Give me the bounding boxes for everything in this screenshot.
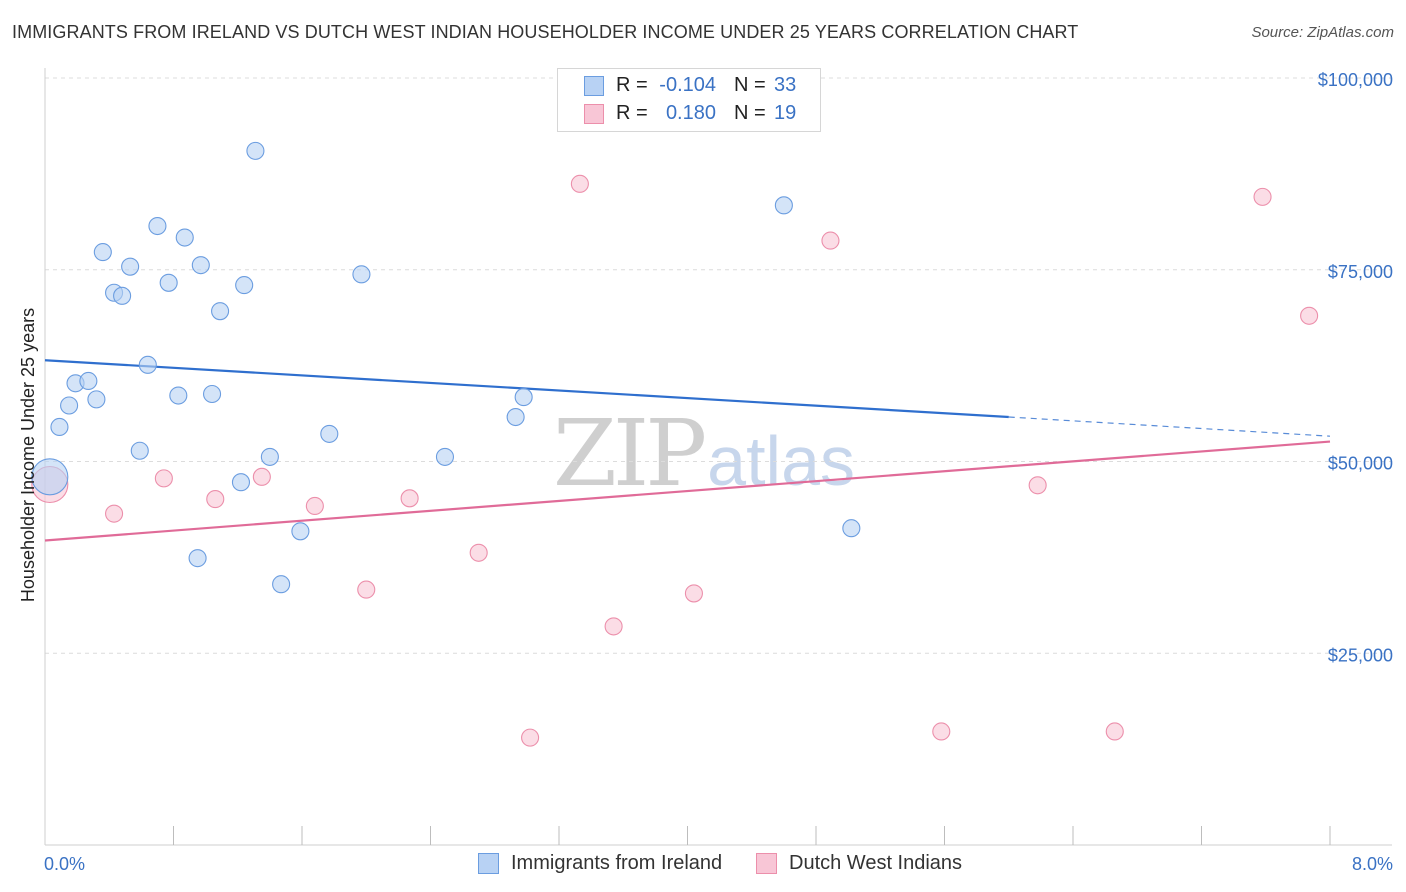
point-ireland — [774, 196, 793, 215]
point-dutch-west-indians — [154, 469, 173, 488]
bottom-legend-swatch-dutch-west-indians — [756, 853, 777, 874]
point-dutch-west-indians — [570, 174, 589, 193]
chart-title: IMMIGRANTS FROM IRELAND VS DUTCH WEST IN… — [12, 22, 1079, 42]
point-dutch-west-indians — [1028, 476, 1047, 495]
point-layer — [31, 141, 1319, 747]
x-tick-label: 8.0% — [1352, 854, 1393, 874]
point-ireland — [130, 441, 149, 460]
point-dutch-west-indians — [469, 543, 488, 562]
trendline-dutch-west-indians — [44, 440, 1331, 542]
point-dutch-west-indians — [521, 728, 540, 747]
point-ireland — [191, 256, 210, 275]
legend-row-dutch-west-indians: R = 0.180 N = 19 — [558, 101, 820, 127]
point-ireland — [87, 390, 106, 409]
point-dutch-west-indians — [1105, 722, 1124, 741]
y-tick-label: $25,000 — [1328, 645, 1393, 665]
trend-layer — [44, 359, 1331, 542]
point-ireland — [842, 519, 861, 538]
point-ireland — [435, 447, 455, 466]
y-tick-label: $75,000 — [1328, 262, 1393, 282]
point-ireland — [31, 458, 69, 496]
point-ireland — [121, 257, 140, 276]
point-dutch-west-indians — [932, 722, 951, 741]
point-dutch-west-indians — [400, 489, 419, 508]
y-tick-label: $100,000 — [1318, 70, 1393, 90]
legend-r-value: 0.180 — [665, 102, 716, 124]
bottom-legend-label-ireland: Immigrants from Ireland — [511, 852, 723, 874]
legend-r-label: R = — [616, 74, 648, 96]
point-ireland — [352, 265, 371, 284]
point-ireland — [159, 273, 178, 292]
x-tick-label: 0.0% — [44, 854, 85, 874]
legend-n-value: 33 — [774, 74, 797, 96]
legend-r-value: -0.104 — [659, 74, 716, 96]
point-dutch-west-indians — [821, 231, 840, 250]
point-ireland — [50, 417, 69, 437]
point-ireland — [272, 575, 291, 594]
bottom-legend-label-dutch-west-indians: Dutch West Indians — [789, 852, 963, 874]
bottom-legend-swatch-ireland — [478, 853, 499, 874]
point-ireland — [211, 302, 230, 321]
point-ireland — [291, 522, 310, 541]
legend-swatch-ireland — [584, 76, 604, 96]
point-ireland — [79, 371, 98, 391]
y-tick-label: $50,000 — [1328, 454, 1393, 474]
point-ireland — [138, 355, 157, 374]
point-dutch-west-indians — [305, 496, 324, 516]
legend-n-label: N = — [734, 74, 766, 96]
point-ireland — [175, 228, 194, 247]
point-dutch-west-indians — [206, 490, 225, 509]
point-ireland — [235, 276, 254, 295]
axis-layer — [44, 68, 1392, 846]
bottom-legend-dutch-west-indians: Dutch West Indians — [756, 852, 976, 878]
point-dutch-west-indians — [105, 504, 124, 523]
legend-row-ireland: R = -0.104 N = 33 — [558, 73, 820, 99]
point-dutch-west-indians — [604, 617, 623, 636]
point-dutch-west-indians — [357, 580, 376, 599]
point-ireland — [148, 216, 167, 236]
label-layer: $25,000 $50,000 $75,000 $100,000 0.0% 8.0% Hou… — [18, 70, 1393, 874]
legend-r-label: R = — [616, 102, 648, 124]
point-dutch-west-indians — [252, 467, 271, 486]
point-ireland — [246, 141, 265, 160]
point-ireland — [514, 388, 533, 407]
point-dutch-west-indians — [684, 584, 703, 603]
point-ireland — [188, 549, 207, 568]
trendline-ireland-extension — [1008, 416, 1331, 437]
point-ireland — [60, 396, 79, 415]
point-ireland — [320, 424, 339, 443]
point-ireland — [506, 407, 525, 427]
legend-n-label: N = — [734, 102, 766, 124]
point-ireland — [169, 386, 188, 405]
legend-n-value: 19 — [774, 102, 797, 124]
point-ireland — [203, 384, 222, 404]
point-ireland — [260, 447, 279, 466]
point-dutch-west-indians — [1253, 187, 1272, 206]
point-ireland — [231, 473, 251, 492]
bottom-legend-ireland: Immigrants from Ireland — [478, 852, 738, 878]
stats-legend: R = -0.104 N = 33 R = 0.180 N = 19 — [557, 68, 821, 132]
legend-swatch-dutch-west-indians — [584, 104, 604, 124]
source-label: Source: ZipAtlas.com — [1251, 24, 1394, 41]
y-axis-title: Householder Income Under 25 years — [18, 308, 38, 602]
point-ireland — [93, 243, 112, 262]
point-dutch-west-indians — [1300, 306, 1319, 325]
grid-layer — [45, 77, 1392, 654]
point-ireland — [113, 286, 132, 305]
